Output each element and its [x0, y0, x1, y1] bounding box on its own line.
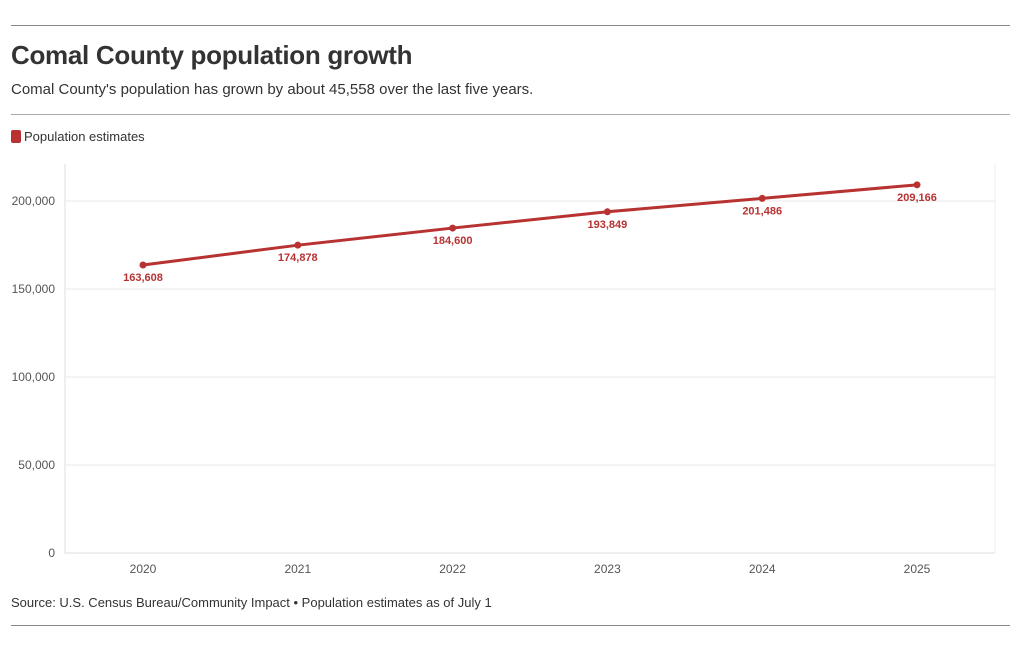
- data-point: [294, 241, 302, 249]
- y-tick-label: 150,000: [12, 282, 56, 296]
- data-label: 209,166: [897, 192, 937, 204]
- data-label: 201,486: [742, 205, 782, 217]
- legend: Population estimates: [11, 129, 145, 144]
- bottom-rule: [11, 625, 1010, 626]
- series-line: [141, 183, 919, 267]
- data-label: 184,600: [433, 235, 473, 247]
- x-tick-label: 2021: [284, 562, 311, 576]
- data-point: [913, 181, 921, 189]
- data-point: [449, 224, 457, 232]
- x-tick-label: 2023: [594, 562, 621, 576]
- legend-swatch: [11, 130, 21, 143]
- x-tick-label: 2025: [904, 562, 931, 576]
- chart-title: Comal County population growth: [11, 40, 413, 70]
- y-tick-label: 200,000: [12, 194, 56, 208]
- data-label: 174,878: [278, 252, 318, 264]
- header-divider: [11, 114, 1010, 115]
- data-label: 193,849: [588, 219, 628, 231]
- line-chart: 0 50,000 100,000 150,000 200,000 2020 2021 2022…: [12, 164, 996, 576]
- data-label: 163,608: [123, 272, 163, 284]
- chart-subtitle: Comal County's population has grown by a…: [11, 81, 534, 98]
- data-point: [603, 208, 611, 216]
- x-tick-label: 2024: [749, 562, 776, 576]
- top-rule: [11, 25, 1010, 26]
- x-tick-label: 2020: [130, 562, 157, 576]
- y-tick-label: 50,000: [18, 458, 55, 472]
- x-tick-label: 2022: [439, 562, 466, 576]
- legend-label: Population estimates: [24, 129, 145, 144]
- source-note: Source: U.S. Census Bureau/Community Imp…: [11, 595, 492, 610]
- y-tick-label: 100,000: [12, 370, 56, 384]
- data-point: [758, 194, 766, 202]
- y-tick-label: 0: [48, 546, 55, 560]
- data-point: [139, 261, 147, 269]
